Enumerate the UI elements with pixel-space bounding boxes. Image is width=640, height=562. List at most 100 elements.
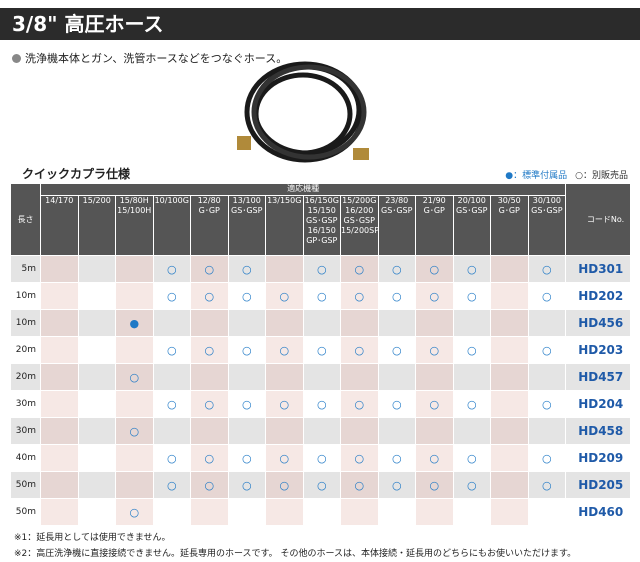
length-cell: 40m (10, 444, 41, 472)
mark-cell (302, 363, 341, 391)
mark-cell: ○ (340, 255, 379, 283)
mark-cell (265, 309, 304, 337)
mark-cell: ○ (340, 471, 379, 499)
mark-cell (77, 255, 116, 283)
mark-cell: ○ (152, 471, 191, 499)
model-label: 15/80H (119, 196, 149, 205)
length-cell: 20m (10, 363, 41, 391)
mark-cell (452, 309, 491, 337)
mark-cell: ○ (152, 444, 191, 472)
mark-cell: ○ (340, 444, 379, 472)
code-cell: HD209 (565, 444, 632, 472)
model-label: GS･GSP (456, 206, 488, 215)
mark-cell (415, 417, 454, 445)
mark-cell: ○ (152, 255, 191, 283)
mark-cell: ○ (265, 282, 304, 310)
model-header: 30/100 GS･GSP (527, 195, 567, 256)
mark-cell: ○ (190, 336, 229, 364)
mark-cell (77, 336, 116, 364)
mark-cell (77, 498, 116, 526)
length-cell: 50m (10, 498, 41, 526)
mark-cell: ○ (377, 282, 416, 310)
mark-cell (490, 336, 529, 364)
model-header: 14/170 (40, 195, 79, 256)
mark-cell: ○ (527, 444, 567, 472)
length-cell: 10m (10, 309, 41, 337)
mark-cell (40, 255, 79, 283)
mark-cell (40, 498, 79, 526)
mark-cell: ○ (190, 444, 229, 472)
mark-cell: ○ (377, 471, 416, 499)
mark-cell (265, 498, 304, 526)
code-cell: HD202 (565, 282, 632, 310)
mark-cell (227, 309, 266, 337)
mark-cell: ○ (377, 336, 416, 364)
mark-cell: ○ (115, 363, 154, 391)
mark-cell: ○ (527, 255, 567, 283)
mark-cell (115, 390, 154, 418)
mark-cell: ○ (452, 336, 491, 364)
mark-cell (152, 417, 191, 445)
table-row: 20m ○ HD457 (10, 363, 632, 391)
footnote: ※2：高圧洗浄機に直接接続できません。延長専用のホースです。 その他のホースは、… (14, 549, 577, 559)
mark-cell: ○ (415, 282, 454, 310)
mark-cell: ○ (415, 336, 454, 364)
mark-cell: ○ (415, 444, 454, 472)
model-header: 10/100G (152, 195, 191, 256)
mark-cell: ○ (190, 282, 229, 310)
mark-cell: ○ (190, 390, 229, 418)
table-row: 20m ○ ○ ○ ○ ○ ○ ○ ○ ○ ○ HD203 (10, 336, 632, 364)
spec-table: 長さ 適応機種 コードNo. 14/170 15/200 15/80H 15/100H… (10, 183, 632, 526)
code-header: コードNo. (565, 183, 632, 256)
mark-cell (115, 336, 154, 364)
mark-cell: ○ (415, 255, 454, 283)
mark-cell (302, 309, 341, 337)
mark-cell (77, 444, 116, 472)
table-row: 40m ○ ○ ○ ○ ○ ○ ○ ○ ○ ○ HD209 (10, 444, 632, 472)
mark-cell (190, 417, 229, 445)
table-row: 30m ○ HD458 (10, 417, 632, 445)
model-header: 23/80 GS･GSP (377, 195, 416, 256)
code-cell: HD204 (565, 390, 632, 418)
table-row: 30m ○ ○ ○ ○ ○ ○ ○ ○ ○ ○ HD204 (10, 390, 632, 418)
mark-cell (77, 309, 116, 337)
length-cell: 5m (10, 255, 41, 283)
mark-cell: ○ (452, 471, 491, 499)
model-label: 15/200 (82, 196, 111, 205)
mark-cell: ○ (302, 444, 341, 472)
mark-cell (265, 363, 304, 391)
mark-cell (490, 255, 529, 283)
mark-cell (452, 417, 491, 445)
mark-cell: ○ (152, 336, 191, 364)
mark-cell (115, 471, 154, 499)
model-label: 21/90 (422, 196, 446, 205)
length-cell: 30m (10, 417, 41, 445)
mark-cell: ○ (302, 282, 341, 310)
mark-cell: ● (115, 309, 154, 337)
mark-cell (77, 282, 116, 310)
mark-cell: ○ (302, 390, 341, 418)
mark-cell: ○ (527, 471, 567, 499)
code-cell: HD456 (565, 309, 632, 337)
mark-cell (115, 255, 154, 283)
mark-cell (152, 309, 191, 337)
model-label: GS･GSP (381, 206, 413, 215)
mark-cell: ○ (377, 390, 416, 418)
legend: ●：標準付属品 ○：別販売品 (497, 168, 628, 181)
model-label: 16/200 (345, 206, 374, 215)
length-cell: 30m (10, 390, 41, 418)
mark-cell (40, 390, 79, 418)
mark-cell (415, 363, 454, 391)
mark-cell (152, 498, 191, 526)
mark-cell (452, 498, 491, 526)
model-header: 30/50 G･GP (490, 195, 529, 256)
model-label: GP･GSP (306, 236, 338, 245)
mark-cell (490, 417, 529, 445)
title: 3/8" 高圧ホース (0, 8, 640, 40)
mark-cell (527, 498, 567, 526)
legend-optional: ○：別販売品 (575, 171, 628, 181)
mark-cell: ○ (527, 336, 567, 364)
model-label: 14/170 (45, 196, 74, 205)
mark-cell (490, 471, 529, 499)
mark-cell (490, 444, 529, 472)
